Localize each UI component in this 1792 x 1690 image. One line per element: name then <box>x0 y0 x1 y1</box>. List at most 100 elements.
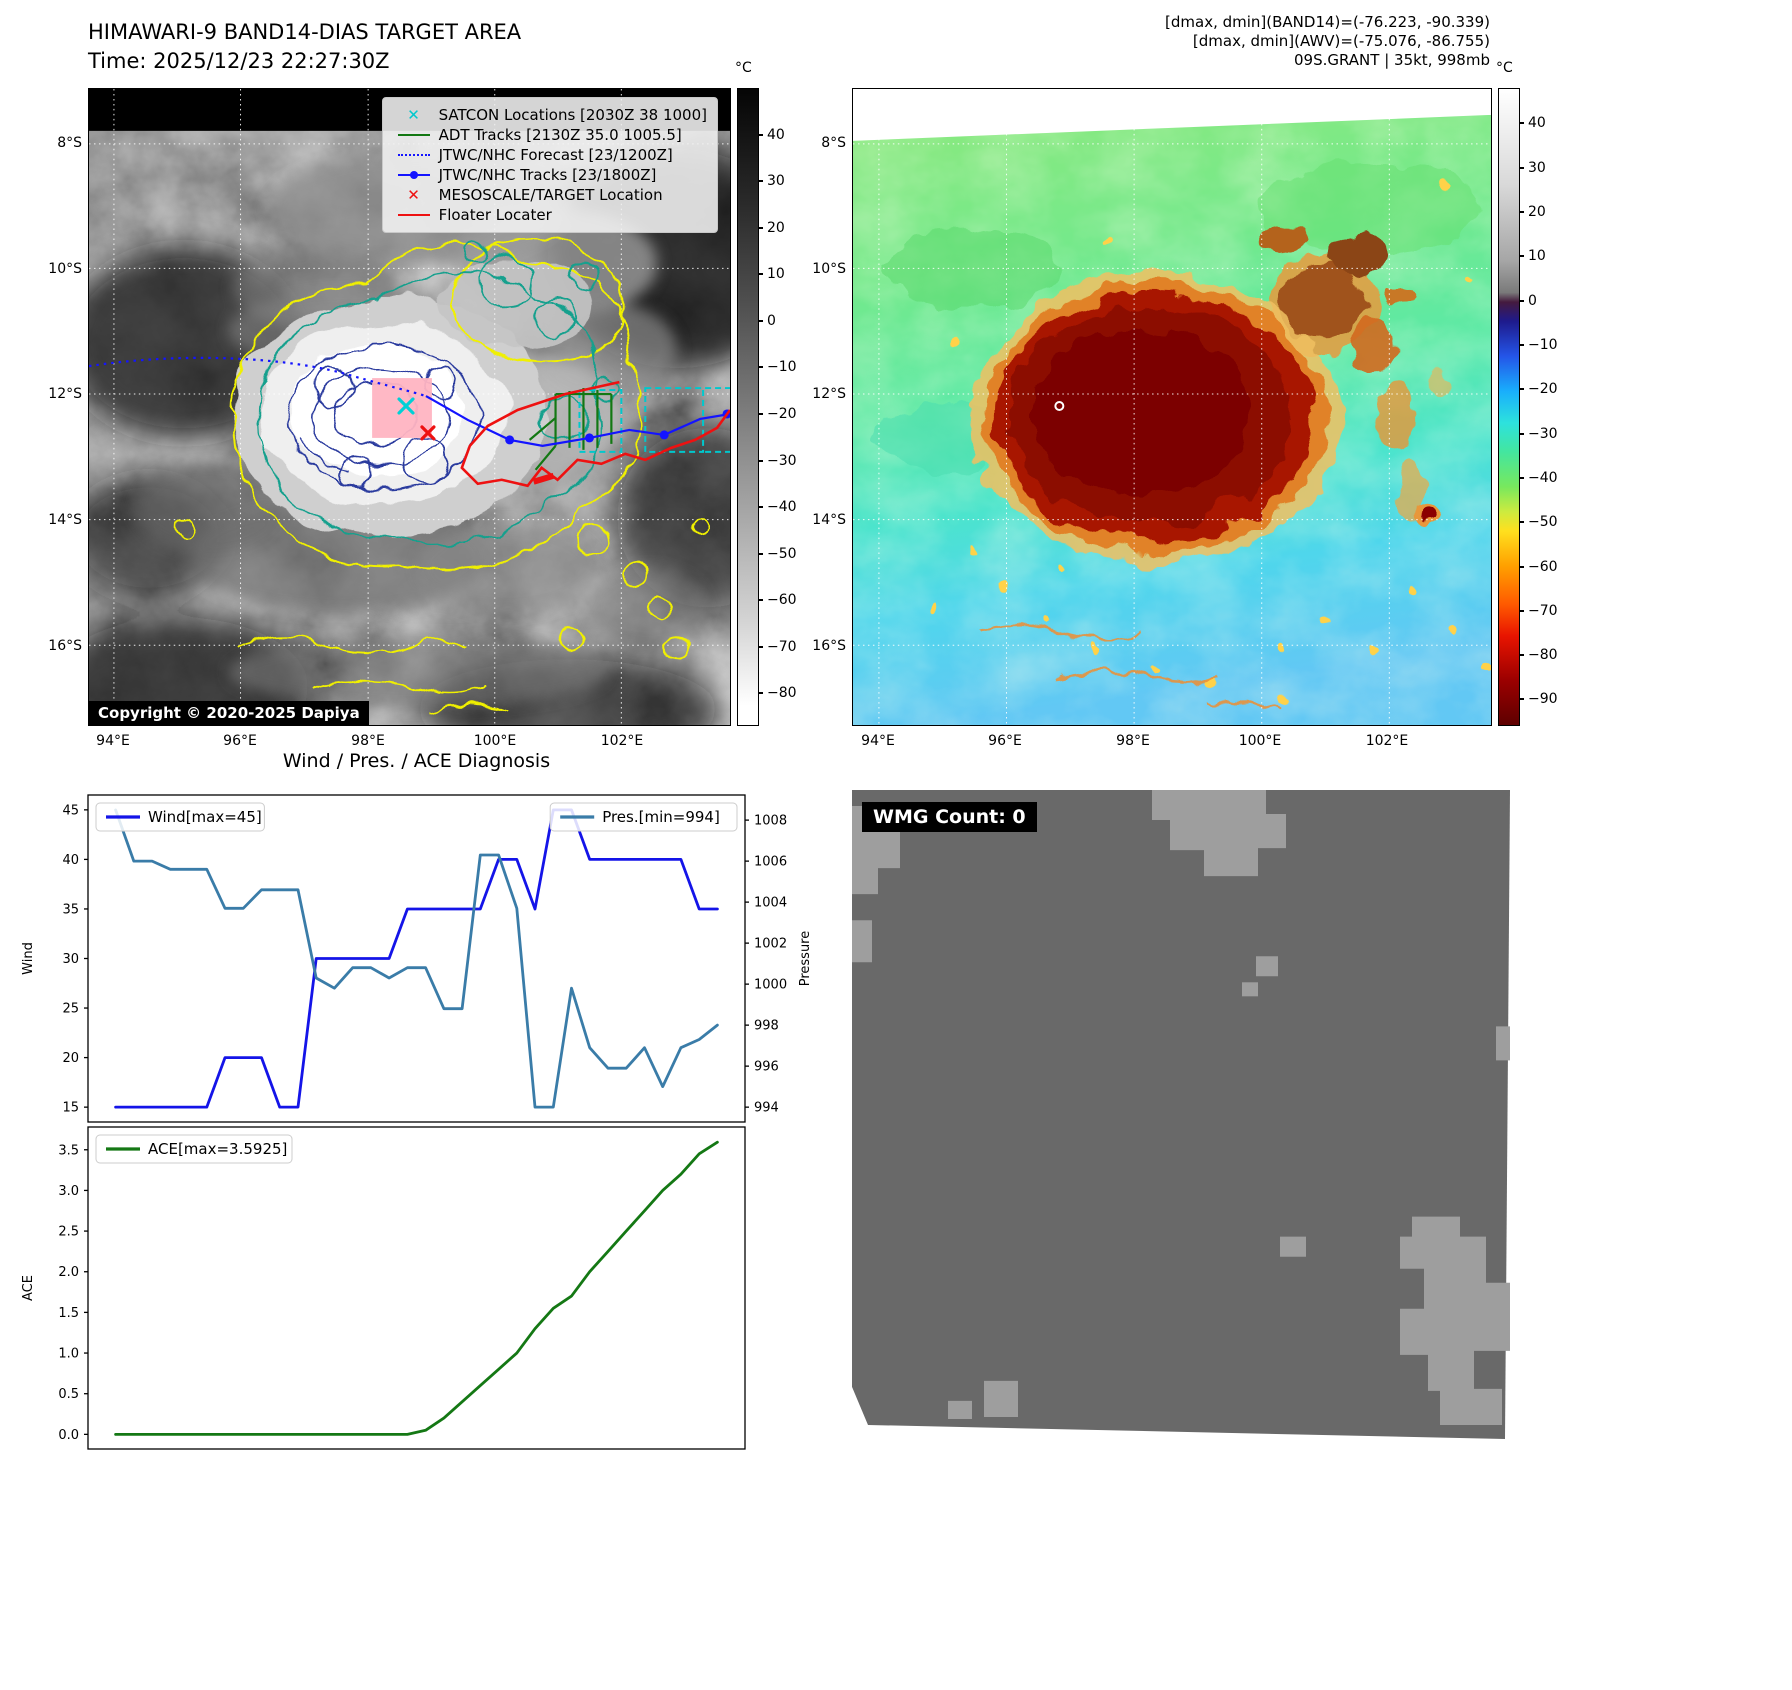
colorbar-tick: −20 <box>1520 381 1558 397</box>
awv-white-marker <box>1054 401 1065 411</box>
awv-lat-tick-label: 16°S <box>812 638 846 654</box>
colorbar-tick-label: −80 <box>1528 647 1558 664</box>
series-line <box>114 808 719 1109</box>
awv-lat-tick-label: 10°S <box>812 261 846 277</box>
colorbar-tick-label: −10 <box>767 359 797 376</box>
colorbar-tick-label: 40 <box>767 126 785 143</box>
awv-colorbar-unit: °C <box>1496 60 1513 76</box>
chart-tick-label: 1.0 <box>58 1347 79 1362</box>
legend-item: ✕ MESOSCALE/TARGET Location <box>393 185 707 205</box>
series-line <box>114 808 719 1109</box>
legend-item: ✕ SATCON Locations [2030Z 38 1000] <box>393 105 707 125</box>
colorbar-tick: −40 <box>1520 470 1558 486</box>
colorbar-tick: −60 <box>1520 559 1558 575</box>
chart-tick-label: 3.0 <box>58 1184 79 1199</box>
awv-gridlines <box>853 89 1491 725</box>
colorbar-tick-label: −40 <box>1528 469 1558 486</box>
ir-legend: ✕ SATCON Locations [2030Z 38 1000] ADT Tra… <box>381 97 718 233</box>
awv-cold-core-blob <box>972 273 1342 563</box>
awv-lon-tick-label: 94°E <box>861 733 895 749</box>
colorbar-tick: −20 <box>759 406 797 422</box>
adt-track-lines <box>528 388 613 471</box>
ir-colorbar-unit: °C <box>735 60 752 76</box>
colorbar-tick-label: 20 <box>767 219 785 236</box>
colorbar-tick: −80 <box>759 685 797 701</box>
colorbar-tick-label: 0 <box>1528 292 1537 309</box>
ir-lat-tick-label: 14°S <box>48 512 82 528</box>
colorbar-tick: −30 <box>1520 426 1558 442</box>
awv-header-band14: [dmax, dmin](BAND14)=(-76.223, -90.339) <box>1165 13 1490 31</box>
ir-satellite-plot: ✕ SATCON Locations [2030Z 38 1000] ADT Tra… <box>88 88 731 726</box>
colorbar-tick: −50 <box>1520 514 1558 530</box>
chart-axis-label: ACE <box>21 1275 36 1301</box>
yellow-contours <box>175 236 710 713</box>
awv-lat-tick-label: 14°S <box>812 512 846 528</box>
chart-tick-label: 30 <box>62 952 79 967</box>
colorbar-tick-label: −50 <box>767 545 797 562</box>
ir-lat-tick-label: 10°S <box>48 261 82 277</box>
wmg-map: WMG Count: 0 <box>852 790 1510 1446</box>
colorbar-tick-label: −60 <box>1528 558 1558 575</box>
colorbar-tick: 30 <box>759 173 785 189</box>
colorbar-tick-label: −80 <box>767 685 797 702</box>
ir-panel-title: HIMAWARI-9 BAND14-DIAS TARGET AREA Time:… <box>88 18 521 76</box>
chart-tick-label: 1004 <box>754 896 787 911</box>
colorbar-tick: −30 <box>759 453 797 469</box>
colorbar-tick-label: −70 <box>767 638 797 655</box>
legend-item-label: JTWC/NHC Forecast [23/1200Z] <box>438 146 673 164</box>
ir-lon-tick-label: 102°E <box>600 733 644 749</box>
colorbar-tick: −90 <box>1520 691 1558 707</box>
satcon-x-marker <box>397 397 415 415</box>
awv-lat-tick-label: 8°S <box>821 135 846 151</box>
chart-tick-label: 35 <box>62 902 79 917</box>
chart-legend <box>549 802 738 832</box>
chart-tick-label: 1008 <box>754 814 787 829</box>
colorbar-tick: −80 <box>1520 647 1558 663</box>
wmg-count-label: WMG Count: 0 <box>862 802 1037 832</box>
chart-tick-label: 1006 <box>754 855 787 870</box>
chart-legend <box>95 802 265 832</box>
chart-tick-label: 0.0 <box>58 1428 79 1443</box>
legend-item-label: JTWC/NHC Tracks [23/1800Z] <box>438 166 657 184</box>
target-x-marker <box>420 425 436 441</box>
chart-tick-label: 1002 <box>754 937 787 952</box>
chart-tick-label: 994 <box>754 1101 779 1116</box>
floater-track-line <box>460 380 730 488</box>
ir-title-line: HIMAWARI-9 BAND14-DIAS TARGET AREA <box>88 20 522 44</box>
legend-item-label: MESOSCALE/TARGET Location <box>438 186 663 204</box>
ir-lon-tick-label: 98°E <box>351 733 385 749</box>
awv-lon-tick-label: 98°E <box>1116 733 1150 749</box>
target-x-marker-icon: ✕ <box>407 185 420 204</box>
adt-track-line-icon <box>393 134 435 136</box>
ir-lon-tick-label: 96°E <box>223 733 257 749</box>
chart-tick-label: 2.0 <box>58 1265 79 1280</box>
colorbar-tick-label: −30 <box>1528 425 1558 442</box>
ir-colorbar: 40 30 20 10 0 −10 −20 −30 −40 −50 −60 −70 −80 <box>737 88 797 726</box>
colorbar-tick: 40 <box>759 127 785 143</box>
colorbar-tick: 20 <box>759 220 785 236</box>
legend-item-label: ADT Tracks [2130Z 35.0 1005.5] <box>438 126 682 144</box>
chart-tick-label: 20 <box>62 1051 79 1066</box>
temperature-contours <box>175 236 710 713</box>
awv-lon-tick-label: 100°E <box>1238 733 1282 749</box>
wmg-light-patches <box>852 790 1510 1425</box>
chart-tick-label: 3.5 <box>58 1143 79 1158</box>
ir-lon-tick-label: 100°E <box>473 733 517 749</box>
chart-tick-label: 2.5 <box>58 1225 79 1240</box>
awv-small-red-spot <box>1414 501 1443 524</box>
colorbar-tick: 10 <box>759 266 785 282</box>
ir-lat-tick-label: 8°S <box>57 135 82 151</box>
colorbar-tick: 10 <box>1520 248 1546 264</box>
colorbar-tick-label: −60 <box>767 592 797 609</box>
awv-yellow-speckles <box>930 178 1491 704</box>
colorbar-tick-label: 10 <box>1528 248 1546 265</box>
colorbar-tick: 40 <box>1520 115 1546 131</box>
colorbar-tick: −70 <box>759 639 797 655</box>
copyright-label: Copyright © 2020-2025 Dapiya <box>89 701 369 725</box>
colorbar-tick: −50 <box>759 546 797 562</box>
floater-line-icon <box>393 214 435 216</box>
colorbar-tick-label: −70 <box>1528 602 1558 619</box>
chart-tick-label: 25 <box>62 1002 79 1017</box>
awv-lon-tick-label: 102°E <box>1365 733 1409 749</box>
awv-lon-tick-label: 96°E <box>988 733 1022 749</box>
